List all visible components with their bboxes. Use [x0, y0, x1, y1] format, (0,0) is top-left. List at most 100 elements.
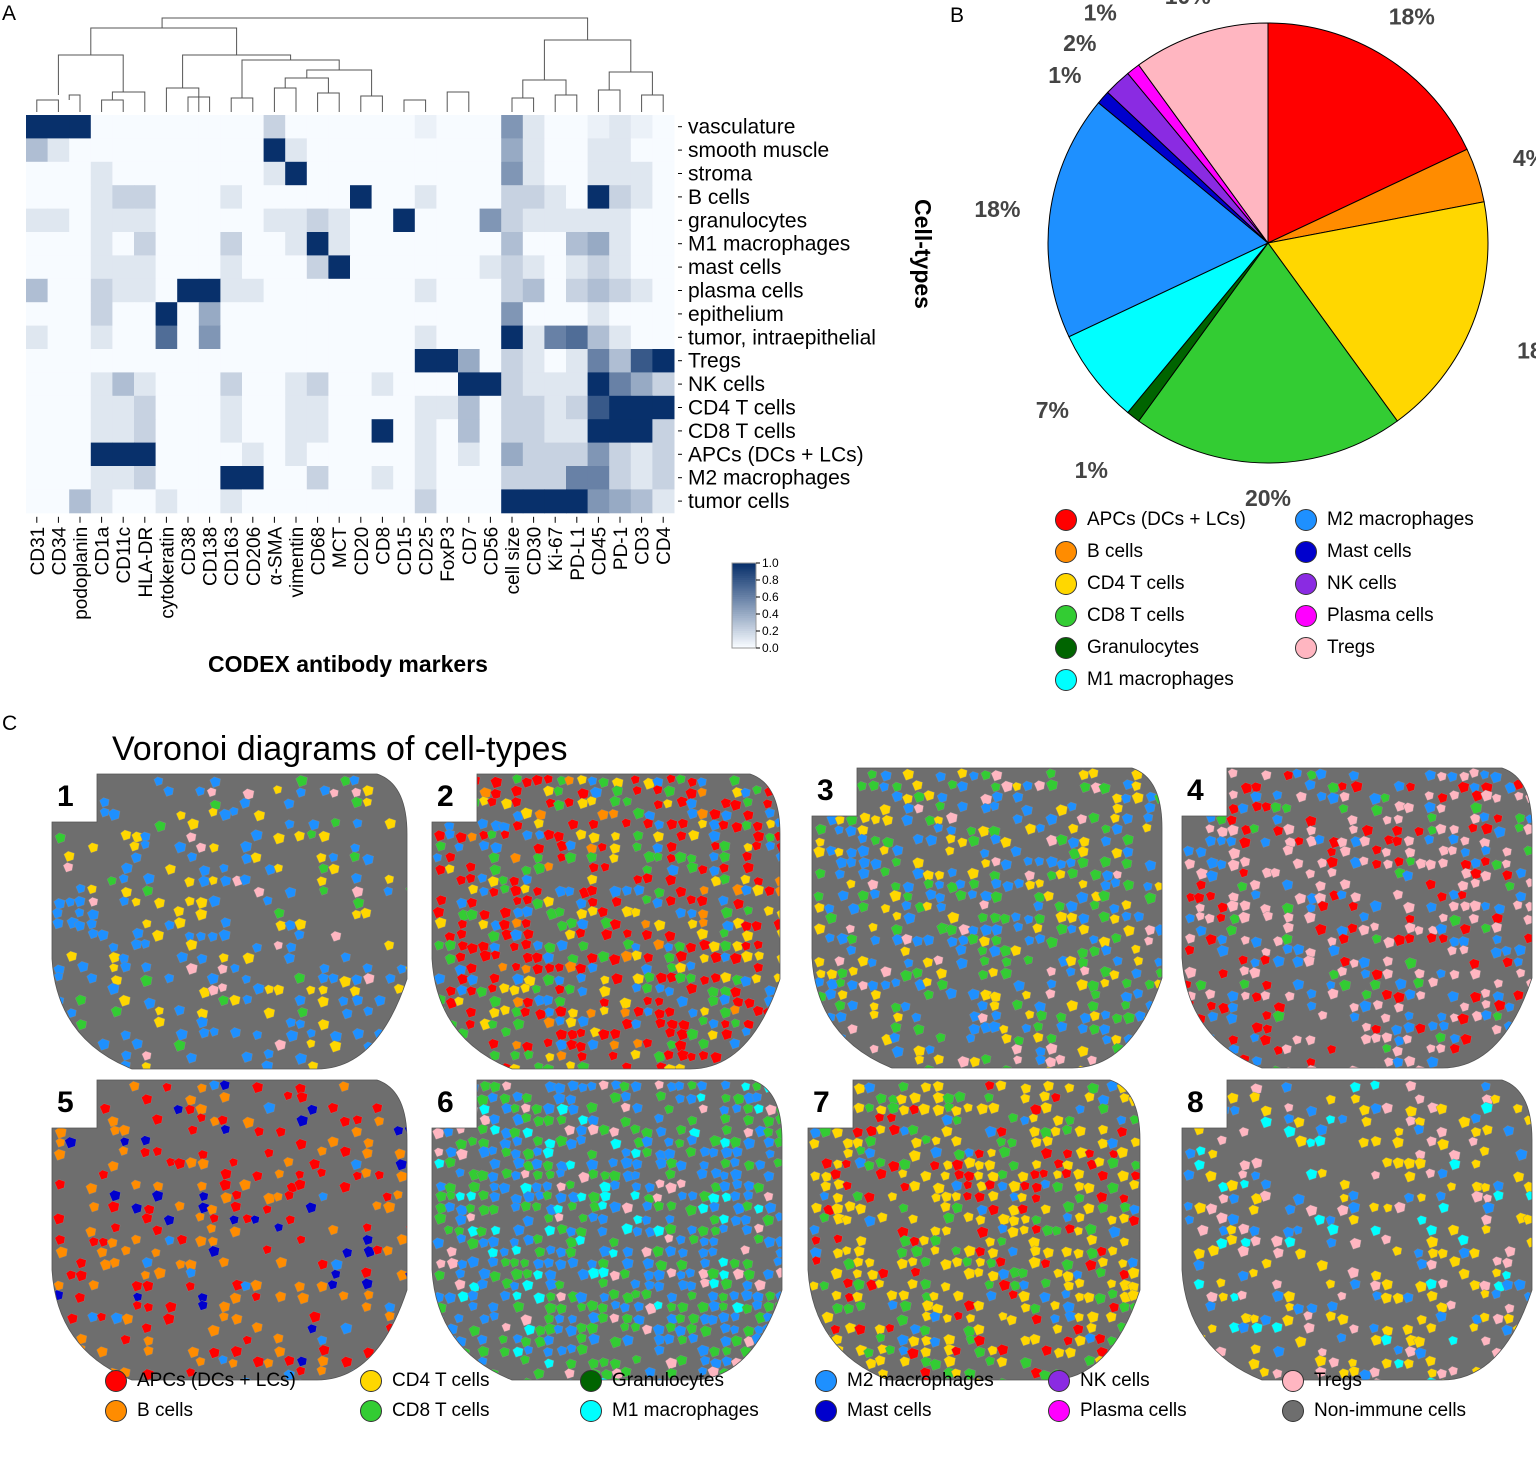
voronoi-cell: [1183, 1169, 1195, 1181]
legend-item: Tregs: [1282, 1370, 1362, 1392]
voronoi-cell: [197, 1300, 208, 1311]
heatmap-cell: [630, 232, 653, 256]
voronoi-cell: [565, 1236, 578, 1249]
voronoi-cell: [395, 1158, 407, 1171]
voronoi-cell: [1055, 834, 1068, 847]
legend-swatch: [580, 1370, 602, 1392]
voronoi-cell: [742, 1103, 754, 1115]
heatmap-cell: [26, 278, 49, 303]
voronoi-cell: [1381, 1032, 1393, 1044]
voronoi-cell: [1348, 1365, 1360, 1377]
voronoi-cell: [620, 1366, 632, 1378]
heatmap-cell: [587, 466, 610, 490]
voronoi-cell: [542, 951, 555, 965]
heatmap-cell: [328, 325, 351, 350]
heatmap-cell: [414, 419, 437, 444]
voronoi-cell: [509, 884, 522, 897]
voronoi-cell: [53, 1148, 66, 1161]
voronoi-cell: [629, 1190, 641, 1201]
voronoi-cell: [467, 832, 477, 843]
col-label: CD38: [179, 527, 200, 576]
voronoi-cell: [218, 1301, 231, 1313]
voronoi-cell: [653, 1334, 666, 1346]
voronoi-cell: [1084, 1259, 1097, 1272]
voronoi-cell: [765, 1061, 776, 1069]
voronoi-cell: [1087, 768, 1099, 779]
voronoi-cell: [608, 808, 619, 820]
voronoi-cell: [86, 918, 97, 930]
voronoi-cell: [896, 1258, 909, 1270]
heatmap-cell: [630, 372, 653, 397]
voronoi-cell: [1369, 1280, 1382, 1292]
voronoi-cell: [1524, 1002, 1532, 1014]
voronoi-cell: [997, 1169, 1008, 1180]
heatmap-cell: [501, 419, 524, 444]
voronoi-cell: [890, 978, 901, 988]
legend-item: Granulocytes: [580, 1370, 724, 1392]
voronoi-cell: [75, 1354, 86, 1365]
heatmap-cell: [220, 302, 243, 327]
voronoi-cell: [567, 1314, 578, 1325]
voronoi-cell: [899, 1356, 911, 1368]
voronoi-cell: [1193, 1201, 1207, 1215]
voronoi-cell: [1448, 1335, 1458, 1346]
voronoi-cell: [1491, 859, 1503, 871]
voronoi-cell: [1079, 781, 1091, 793]
voronoi-cell: [729, 1157, 740, 1168]
heatmap-cell: [458, 278, 481, 303]
heatmap-cell: [458, 208, 481, 233]
voronoi-cell: [653, 887, 665, 899]
voronoi-cell: [686, 1028, 699, 1041]
heatmap-cell: [306, 185, 329, 210]
voronoi-cell: [609, 1028, 621, 1040]
voronoi-cell: [675, 1313, 686, 1324]
voronoi-cell: [455, 875, 467, 886]
voronoi-cell: [294, 1281, 306, 1293]
heatmap-cell: [328, 302, 351, 327]
voronoi-cell: [554, 1258, 567, 1271]
voronoi-cell: [1336, 1291, 1347, 1301]
voronoi-cell: [1284, 1236, 1296, 1249]
voronoi-cell: [1326, 1237, 1337, 1249]
heatmap-cell: [371, 255, 394, 280]
voronoi-cell: [1076, 1065, 1087, 1068]
voronoi-cell: [577, 1114, 589, 1126]
voronoi-cell: [151, 1113, 163, 1126]
voronoi-cell: [889, 889, 902, 903]
voronoi-cell: [813, 923, 826, 936]
voronoi-cell: [742, 1325, 755, 1338]
voronoi-cell: [598, 997, 610, 1009]
voronoi-cell: [608, 1051, 619, 1061]
voronoi-cell: [1348, 824, 1359, 835]
heatmap-cell: [566, 278, 589, 303]
voronoi-cell: [396, 1322, 407, 1335]
voronoi-cell: [929, 1160, 940, 1172]
voronoi-cell: [995, 1080, 1007, 1092]
voronoi-cell: [1228, 803, 1240, 815]
voronoi-cell: [1459, 836, 1470, 847]
voronoi-cell: [1007, 1112, 1019, 1124]
voronoi-cell: [1326, 1300, 1338, 1313]
heatmap-cell: [306, 442, 329, 467]
heatmap-cell: [242, 349, 265, 373]
voronoi-cell: [1239, 856, 1251, 868]
panel-label-b: B: [950, 4, 965, 27]
voronoi-cell: [261, 1060, 274, 1069]
voronoi-cell: [1424, 769, 1437, 782]
voronoi-cell: [944, 846, 955, 856]
voronoi-cell: [362, 1234, 374, 1246]
legend-swatch: [1048, 1370, 1070, 1392]
voronoi-cell: [708, 1018, 719, 1030]
voronoi-cell: [597, 1278, 609, 1289]
voronoi-cell: [890, 881, 901, 892]
voronoi-cell: [932, 1182, 945, 1195]
voronoi-cell: [633, 884, 645, 896]
voronoi-cell: [812, 846, 826, 859]
voronoi-cell: [1425, 1224, 1438, 1237]
voronoi-cell: [196, 1181, 207, 1192]
voronoi-cell: [847, 1067, 858, 1068]
voronoi-cell: [1060, 1289, 1071, 1300]
voronoi-cell: [1204, 835, 1217, 847]
voronoi-cell: [141, 1280, 154, 1293]
voronoi-cell: [554, 962, 565, 973]
